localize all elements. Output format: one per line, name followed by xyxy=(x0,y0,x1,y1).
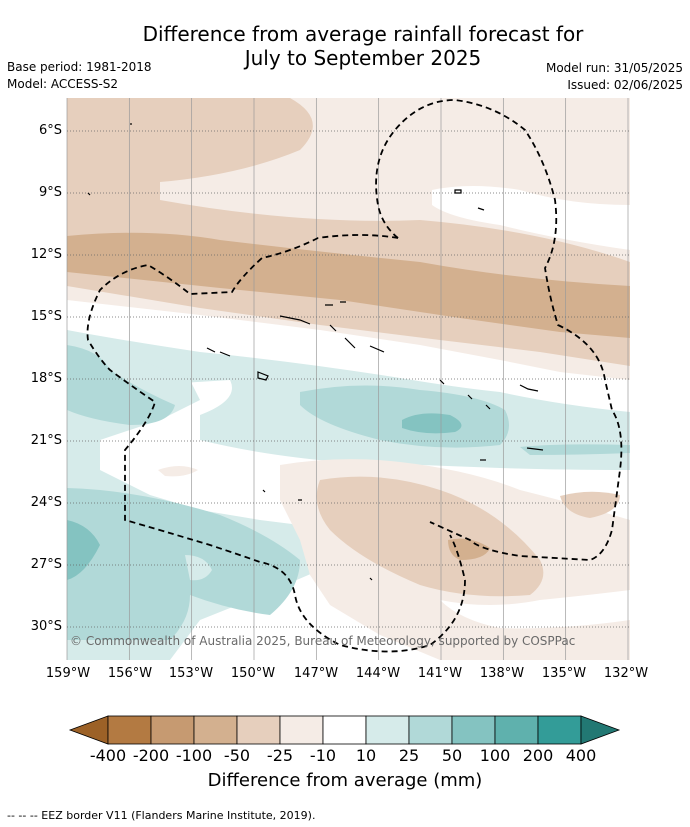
lon-label: 150°W xyxy=(230,666,276,681)
eez-footnote: -- -- -- EEZ border V11 (Flanders Marine… xyxy=(7,809,316,822)
lon-label: 156°W xyxy=(107,666,153,681)
wet-anomaly-core-southwest xyxy=(67,488,300,640)
island-outline xyxy=(526,447,544,451)
colorbar-label: -400 xyxy=(89,746,127,765)
lon-label: 138°W xyxy=(479,666,525,681)
dry-anomaly-band-south-25 xyxy=(316,476,544,597)
colorbar-label: 100 xyxy=(479,746,511,765)
neutral-region-south xyxy=(440,590,630,629)
lat-label: 30°S xyxy=(30,619,62,634)
lon-label: 153°W xyxy=(168,666,214,681)
lon-label: 144°W xyxy=(355,666,401,681)
lon-label: 132°W xyxy=(603,666,649,681)
colorbar-extend-high xyxy=(580,715,621,745)
wet-anomaly-core-west xyxy=(67,345,175,425)
colorbar-label: -10 xyxy=(309,746,337,765)
title-line-2: July to September 2025 xyxy=(244,46,482,70)
island-outline xyxy=(279,315,311,325)
lon-label: 159°W xyxy=(45,666,91,681)
island-outline xyxy=(454,189,462,194)
island-outline xyxy=(87,192,91,196)
colorbar-cell xyxy=(494,715,539,745)
map-title: Difference from average rainfall forecas… xyxy=(0,22,690,70)
colorbar-cell xyxy=(279,715,324,745)
lon-label: 135°W xyxy=(541,666,587,681)
wet-anomaly-peak-central xyxy=(402,413,462,434)
lon-label: 147°W xyxy=(293,666,339,681)
graticule xyxy=(66,98,630,660)
eez-border-central xyxy=(86,234,466,653)
colorbar-cell xyxy=(322,715,367,745)
eez-border-north xyxy=(375,99,623,561)
wet-anomaly-peak-southwest xyxy=(67,520,100,580)
wet-anomaly-core-central xyxy=(300,385,509,448)
island-outline xyxy=(519,384,539,392)
island-outline xyxy=(257,371,269,381)
lat-label: 21°S xyxy=(30,433,62,448)
map-canvas xyxy=(67,98,630,660)
meta-right: Model run: 31/05/2025 Issued: 02/06/2025 xyxy=(546,60,683,94)
lat-label: 24°S xyxy=(30,495,62,510)
eez-borders xyxy=(86,99,623,653)
colorbar-label: 25 xyxy=(398,746,420,765)
island-outline xyxy=(439,379,491,410)
lat-label: 9°S xyxy=(38,185,62,200)
colorbar-cell xyxy=(451,715,496,745)
colorbar-cell xyxy=(236,715,281,745)
colorbar-cell xyxy=(193,715,238,745)
meta-left: Base period: 1981-2018 Model: ACCESS-S2 xyxy=(7,59,152,93)
dry-anomaly-patch-east xyxy=(560,491,620,518)
model-run: Model run: 31/05/2025 xyxy=(545,61,683,75)
colorbar-label: -100 xyxy=(175,746,213,765)
colorbar-label: 50 xyxy=(441,746,463,765)
lat-label: 27°S xyxy=(30,557,62,572)
island-outline xyxy=(262,489,302,501)
island-outlines xyxy=(87,123,544,581)
lat-label: 6°S xyxy=(38,123,62,138)
colorbar-extend-low xyxy=(68,715,109,745)
base-period: Base period: 1981-2018 xyxy=(7,60,152,74)
colorbar-label: 400 xyxy=(565,746,597,765)
colorbar-label: 10 xyxy=(355,746,377,765)
island-outline xyxy=(329,324,385,353)
colorbar-title: Difference from average (mm) xyxy=(207,770,483,791)
colorbar-label: -25 xyxy=(266,746,294,765)
colorbar xyxy=(68,715,621,745)
island-outline xyxy=(206,347,231,357)
island-outline xyxy=(369,577,373,581)
colorbar-label: 200 xyxy=(522,746,554,765)
colorbar-cells xyxy=(68,715,621,745)
dry-anomaly-band-north-50 xyxy=(67,232,630,338)
colorbar-cell xyxy=(365,715,410,745)
lat-label: 15°S xyxy=(30,309,62,324)
colorbar-cell xyxy=(150,715,195,745)
wet-anomaly-east-strip xyxy=(520,444,630,455)
colorbar-cell xyxy=(107,715,152,745)
colorbar-label: -200 xyxy=(132,746,170,765)
issued-date: Issued: 02/06/2025 xyxy=(567,78,683,92)
lat-label: 12°S xyxy=(30,247,62,262)
lat-label: 18°S xyxy=(30,371,62,386)
model-name: Model: ACCESS-S2 xyxy=(7,77,119,91)
title-line-1: Difference from average rainfall forecas… xyxy=(142,22,584,46)
island-outline xyxy=(325,301,346,306)
neutral-region-northeast xyxy=(432,186,630,250)
island-outline xyxy=(477,207,485,211)
colorbar-cell xyxy=(408,715,453,745)
colorbar-label: -50 xyxy=(223,746,251,765)
lon-label: 141°W xyxy=(417,666,463,681)
dry-anomaly-patch-west xyxy=(158,466,198,477)
copyright-notice: © Commonwealth of Australia 2025, Bureau… xyxy=(70,634,576,648)
colorbar-cell xyxy=(537,715,582,745)
